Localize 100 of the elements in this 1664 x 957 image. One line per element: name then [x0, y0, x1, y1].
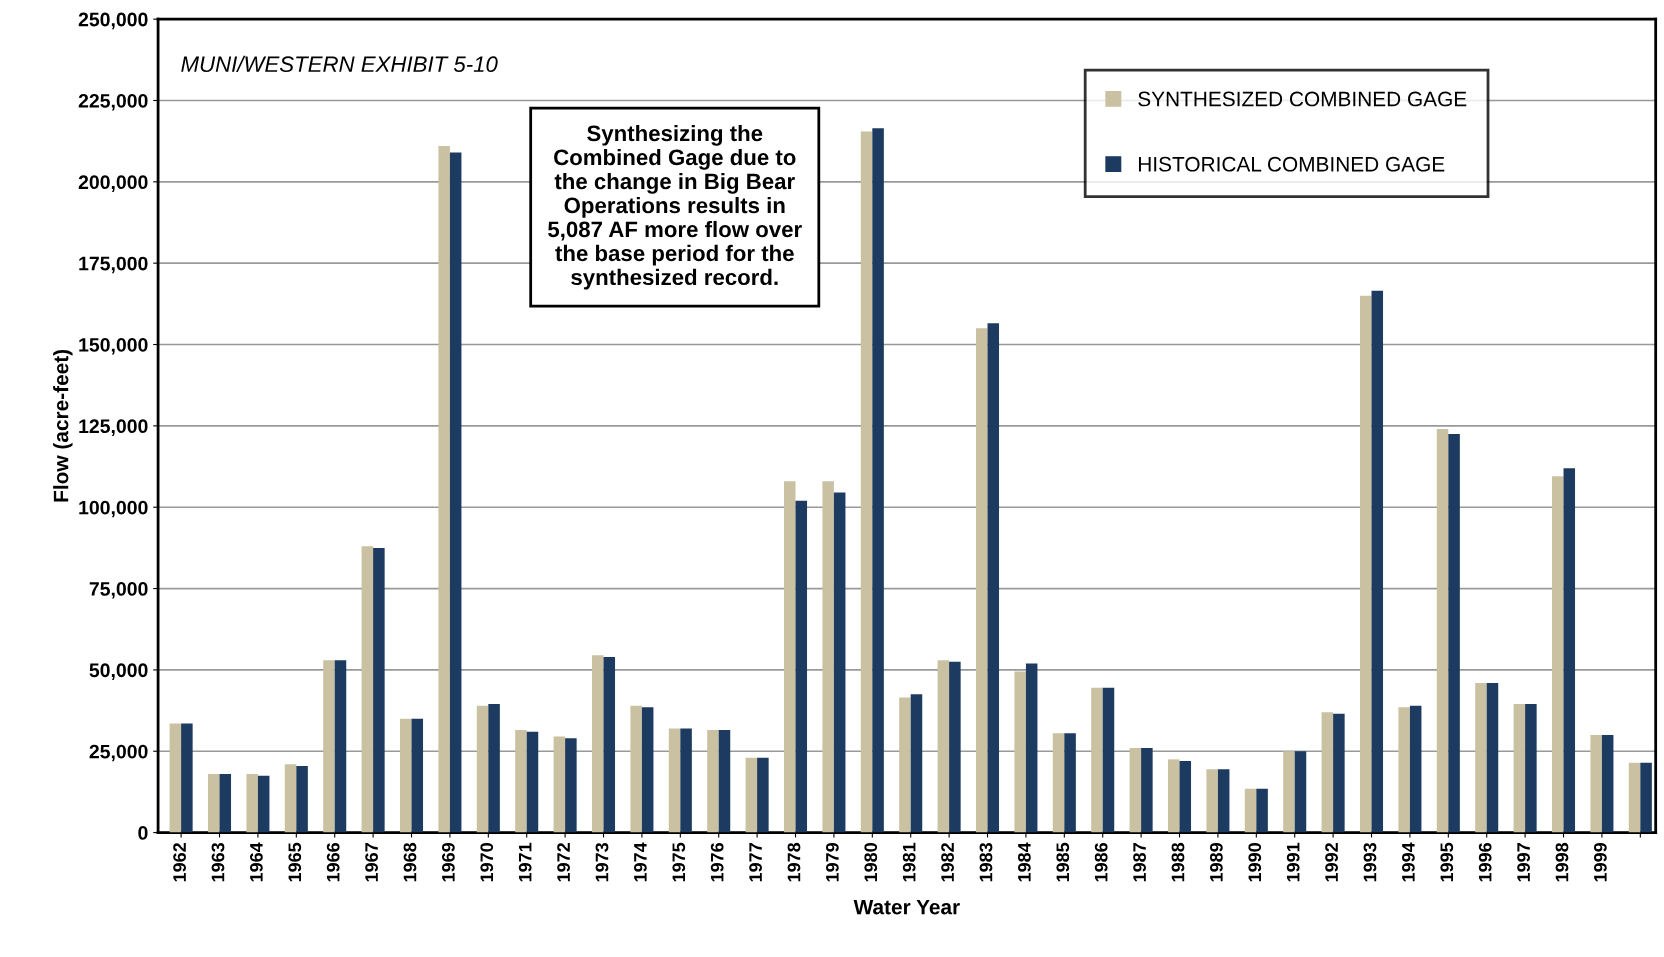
bar [1628, 762, 1641, 833]
bar [1360, 295, 1372, 833]
bar [1064, 733, 1076, 833]
bar [526, 731, 539, 833]
bar [1590, 734, 1602, 833]
x-tick-label: 1965 [288, 842, 302, 882]
bar [1601, 734, 1614, 833]
bar [361, 546, 374, 833]
annotation: MUNI/WESTERN EXHIBIT 5-10 [181, 55, 498, 73]
bar [1475, 682, 1487, 833]
bar [1217, 769, 1230, 833]
bar [1014, 671, 1026, 833]
bar [1640, 762, 1652, 833]
x-tick-label: 1971 [518, 842, 532, 882]
x-tick-label: 1981 [902, 842, 916, 882]
x-tick-label: 1994 [1401, 842, 1415, 882]
bar [323, 660, 335, 833]
bar [449, 152, 462, 833]
bar [1244, 788, 1257, 833]
legend-label: SYNTHESIZED COMBINED GAGE [1138, 91, 1467, 107]
bar [373, 547, 385, 833]
x-tick-label: 1973 [595, 842, 609, 882]
x-tick-label: 1991 [1286, 842, 1300, 882]
x-tick-label: 1996 [1478, 842, 1492, 882]
bar [553, 736, 566, 833]
x-tick-label: 1979 [825, 842, 839, 882]
bar [1091, 687, 1103, 833]
bar [1179, 761, 1192, 833]
bar [438, 146, 450, 833]
bar [592, 655, 604, 833]
bar [1436, 429, 1449, 833]
bar [246, 774, 258, 833]
x-tick-label: 1988 [1171, 842, 1185, 882]
bar [630, 705, 642, 833]
bar [181, 723, 193, 833]
y-tick-label: 125,000 [79, 419, 148, 436]
bar [334, 660, 347, 833]
bar [1256, 788, 1268, 833]
bar [860, 131, 873, 833]
x-tick-label: 1995 [1440, 842, 1454, 882]
bar [1486, 682, 1499, 833]
bar [1168, 759, 1180, 833]
bar [910, 694, 923, 833]
bar [822, 481, 834, 833]
bar [1052, 733, 1065, 833]
y-tick-label: 250,000 [78, 12, 148, 30]
bar [565, 738, 577, 833]
bar [1141, 747, 1153, 833]
x-tick-label: 1962 [173, 843, 186, 882]
bar [707, 730, 719, 833]
bar [745, 757, 758, 833]
bar [641, 707, 654, 833]
bar [257, 775, 270, 833]
x-tick-label: 1989 [1209, 842, 1223, 882]
x-tick-label: 1980 [864, 843, 878, 882]
bar [476, 705, 489, 833]
x-tick-label: 1964 [249, 842, 263, 882]
bar [219, 774, 232, 833]
x-tick-label: 1969 [441, 842, 455, 882]
x-tick-label: 1986 [1094, 842, 1108, 882]
bar [899, 697, 911, 833]
x-tick-label: 1992 [1325, 843, 1338, 882]
x-tick-label: 1984 [1017, 842, 1031, 882]
bar [1294, 751, 1307, 833]
bar [1025, 663, 1038, 833]
bar [1333, 713, 1345, 833]
y-tick-label: 50,000 [89, 663, 148, 680]
bar [937, 660, 950, 833]
bar [1102, 687, 1115, 833]
x-tick-label: 1963 [211, 842, 225, 882]
bar [1129, 747, 1142, 833]
bar [872, 128, 884, 833]
x-tick-label: 1983 [979, 842, 993, 882]
bar [296, 765, 308, 833]
x-tick-label: 1990 [1248, 843, 1262, 882]
bar [1206, 769, 1218, 833]
y-tick-label: 25,000 [89, 744, 148, 762]
x-tick-label: 1985 [1056, 842, 1070, 882]
x-tick-label: 1970 [480, 843, 494, 882]
bar [1398, 707, 1410, 833]
y-axis-title: Flow (acre-feet) [53, 349, 73, 502]
bar [1448, 434, 1460, 833]
x-tick-label: 1974 [633, 842, 647, 882]
bar [1552, 476, 1564, 833]
bar [668, 728, 681, 833]
x-tick-label: 1966 [326, 842, 340, 882]
annotation: Synthesizing the Combined Gage due to the change in Big Bear Operations results in 5,087 AF more flow over the base period for the synthesized record. [548, 124, 802, 290]
y-tick-label: 225,000 [78, 93, 148, 111]
bar [208, 774, 220, 833]
y-tick-label: 0 [138, 826, 148, 840]
legend-label: HISTORICAL COMBINED GAGE [1138, 156, 1445, 172]
x-tick-label: 1977 [749, 843, 762, 882]
bar [1525, 704, 1537, 833]
bar [400, 718, 412, 833]
bar [1409, 705, 1422, 833]
y-tick-label: 75,000 [89, 582, 148, 599]
x-tick-label: 1982 [941, 843, 954, 882]
bar [603, 656, 616, 833]
bar [284, 764, 297, 833]
bar [1513, 704, 1526, 833]
